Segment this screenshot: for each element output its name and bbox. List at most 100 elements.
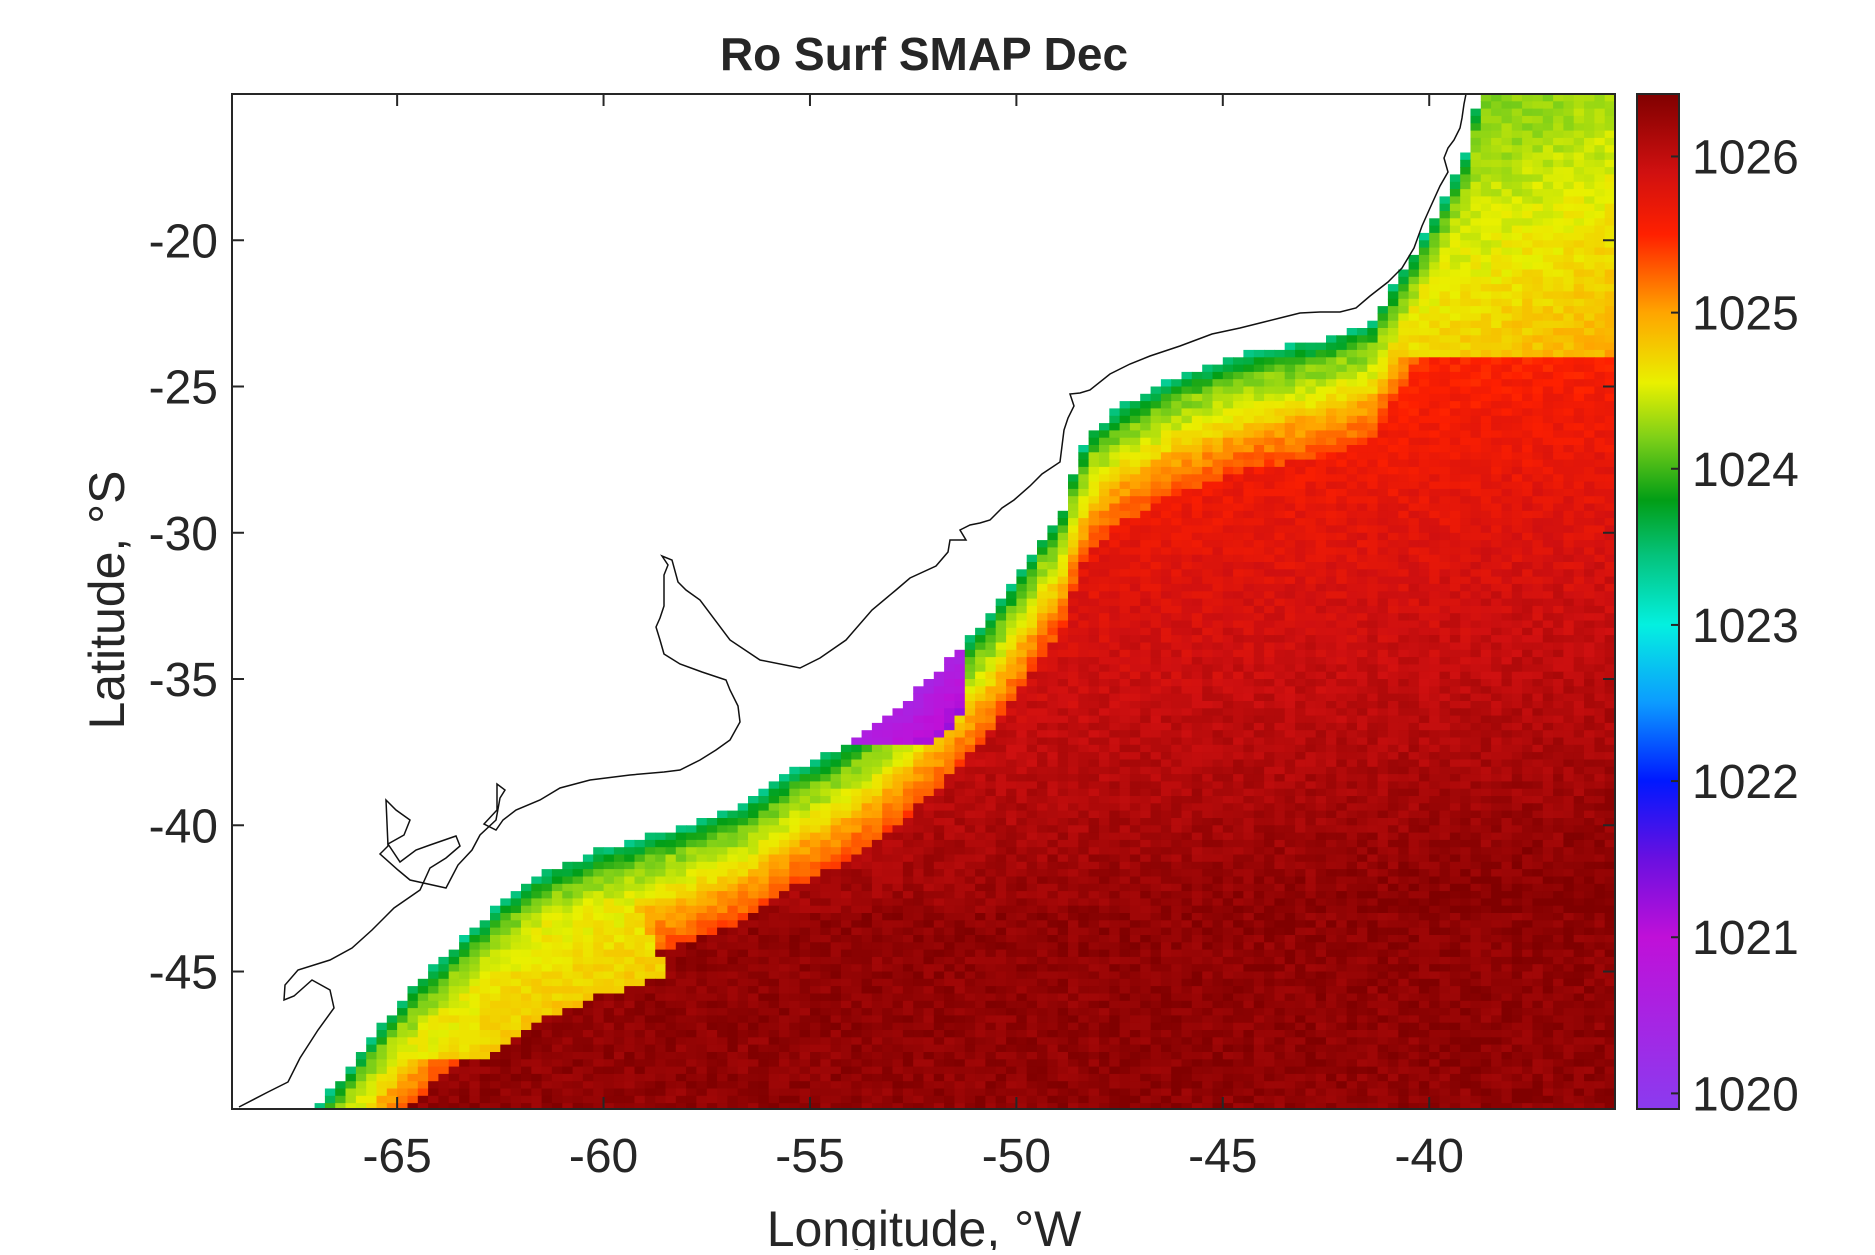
heatmap-cell bbox=[1150, 437, 1162, 446]
heatmap-cell bbox=[1233, 569, 1245, 578]
heatmap-cell bbox=[1480, 152, 1492, 161]
heatmap-cell bbox=[1222, 437, 1234, 446]
heatmap-cell bbox=[717, 818, 729, 826]
heatmap-cell bbox=[1594, 218, 1606, 227]
heatmap-cell bbox=[851, 818, 863, 826]
heatmap-cell bbox=[1047, 744, 1059, 753]
heatmap-cell bbox=[1573, 693, 1585, 702]
heatmap-cell bbox=[1346, 503, 1358, 512]
heatmap-cell bbox=[1449, 679, 1461, 687]
heatmap-cell bbox=[1511, 130, 1523, 139]
heatmap-cell bbox=[1119, 642, 1131, 651]
heatmap-cell bbox=[1047, 825, 1059, 834]
heatmap-cell bbox=[1357, 766, 1368, 775]
heatmap-cell bbox=[1470, 583, 1482, 592]
heatmap-cell bbox=[1357, 591, 1368, 600]
heatmap-cell bbox=[1377, 788, 1389, 797]
heatmap-cell bbox=[1315, 349, 1327, 358]
heatmap-cell bbox=[1129, 664, 1141, 673]
heatmap-cell bbox=[1563, 788, 1575, 797]
heatmap-cell bbox=[1449, 510, 1461, 519]
heatmap-cell bbox=[913, 803, 925, 812]
heatmap-cell bbox=[1387, 313, 1399, 322]
heatmap-cell bbox=[1522, 342, 1534, 351]
heatmap-cell bbox=[1047, 532, 1059, 541]
heatmap-cell bbox=[1181, 818, 1193, 826]
heatmap-cell bbox=[1553, 437, 1565, 446]
heatmap-cell bbox=[1594, 657, 1606, 666]
heatmap-cell bbox=[1099, 752, 1110, 761]
heatmap-cell bbox=[1119, 686, 1131, 695]
heatmap-cell bbox=[1367, 730, 1379, 739]
heatmap-cell bbox=[1604, 393, 1615, 402]
heatmap-cell bbox=[1563, 481, 1575, 490]
heatmap-cell bbox=[1429, 532, 1441, 541]
heatmap-cell bbox=[1315, 686, 1327, 695]
heatmap-cell bbox=[1429, 693, 1441, 702]
heatmap-cell bbox=[1326, 547, 1337, 556]
heatmap-cell bbox=[1160, 510, 1172, 519]
heatmap-cell bbox=[1150, 613, 1162, 622]
heatmap-cell bbox=[1315, 445, 1327, 453]
heatmap-cell bbox=[882, 825, 894, 834]
heatmap-cell bbox=[1532, 752, 1544, 761]
heatmap-cell bbox=[820, 781, 832, 790]
heatmap-cell bbox=[1573, 532, 1585, 541]
heatmap-cell bbox=[1150, 415, 1162, 424]
heatmap-cell bbox=[1243, 532, 1255, 541]
heatmap-cell bbox=[892, 781, 904, 790]
heatmap-cell bbox=[1026, 752, 1038, 761]
heatmap-cell bbox=[902, 810, 914, 819]
heatmap-cell bbox=[1191, 474, 1203, 483]
heatmap-cell bbox=[1553, 569, 1565, 578]
heatmap-cell bbox=[1099, 693, 1110, 702]
heatmap-cell bbox=[1140, 796, 1152, 804]
heatmap-cell bbox=[1584, 232, 1595, 241]
heatmap-cell bbox=[1584, 627, 1595, 636]
heatmap-cell bbox=[1357, 466, 1368, 475]
heatmap-cell bbox=[851, 737, 863, 746]
heatmap-cell bbox=[902, 759, 914, 768]
heatmap-cell bbox=[1604, 825, 1615, 834]
heatmap-cell bbox=[1346, 657, 1358, 666]
heatmap-cell bbox=[1346, 810, 1358, 819]
heatmap-cell bbox=[1295, 569, 1307, 578]
heatmap-cell bbox=[1367, 839, 1379, 848]
heatmap-cell bbox=[1160, 847, 1172, 856]
heatmap-cell bbox=[1449, 466, 1461, 475]
heatmap-cell bbox=[1573, 562, 1585, 570]
heatmap-cell bbox=[1387, 796, 1399, 804]
heatmap-cell bbox=[1584, 196, 1595, 205]
heatmap-cell bbox=[1480, 232, 1492, 241]
heatmap-cell bbox=[1573, 115, 1585, 124]
heatmap-cell bbox=[1367, 386, 1379, 395]
heatmap-cell bbox=[1233, 825, 1245, 834]
heatmap-cell bbox=[1449, 540, 1461, 549]
heatmap-cell bbox=[1233, 401, 1245, 410]
heatmap-cell bbox=[1480, 225, 1492, 234]
heatmap-cell bbox=[1150, 518, 1162, 527]
heatmap-cell bbox=[1532, 430, 1544, 439]
heatmap-cell bbox=[1418, 810, 1430, 819]
heatmap-cell bbox=[1573, 445, 1585, 453]
heatmap-cell bbox=[1604, 569, 1615, 578]
heatmap-cell bbox=[1594, 671, 1606, 680]
heatmap-cell bbox=[1418, 562, 1430, 570]
heatmap-cell bbox=[1491, 415, 1503, 424]
heatmap-cell bbox=[1418, 635, 1430, 644]
heatmap-cell bbox=[871, 722, 883, 731]
heatmap-cell bbox=[1398, 839, 1410, 848]
heatmap-cell bbox=[1047, 525, 1059, 534]
heatmap-cell bbox=[1367, 671, 1379, 680]
heatmap-cell bbox=[1202, 825, 1214, 834]
heatmap-cell bbox=[944, 701, 956, 709]
heatmap-cell bbox=[1191, 445, 1203, 453]
heatmap-cell bbox=[1501, 466, 1513, 475]
heatmap-cell bbox=[1346, 364, 1358, 373]
heatmap-cell bbox=[1088, 825, 1100, 834]
heatmap-cell bbox=[1243, 518, 1255, 527]
heatmap-cell bbox=[1604, 466, 1615, 475]
heatmap-cell bbox=[1501, 408, 1513, 417]
heatmap-cell bbox=[1594, 569, 1606, 578]
heatmap-cell bbox=[1418, 722, 1430, 731]
